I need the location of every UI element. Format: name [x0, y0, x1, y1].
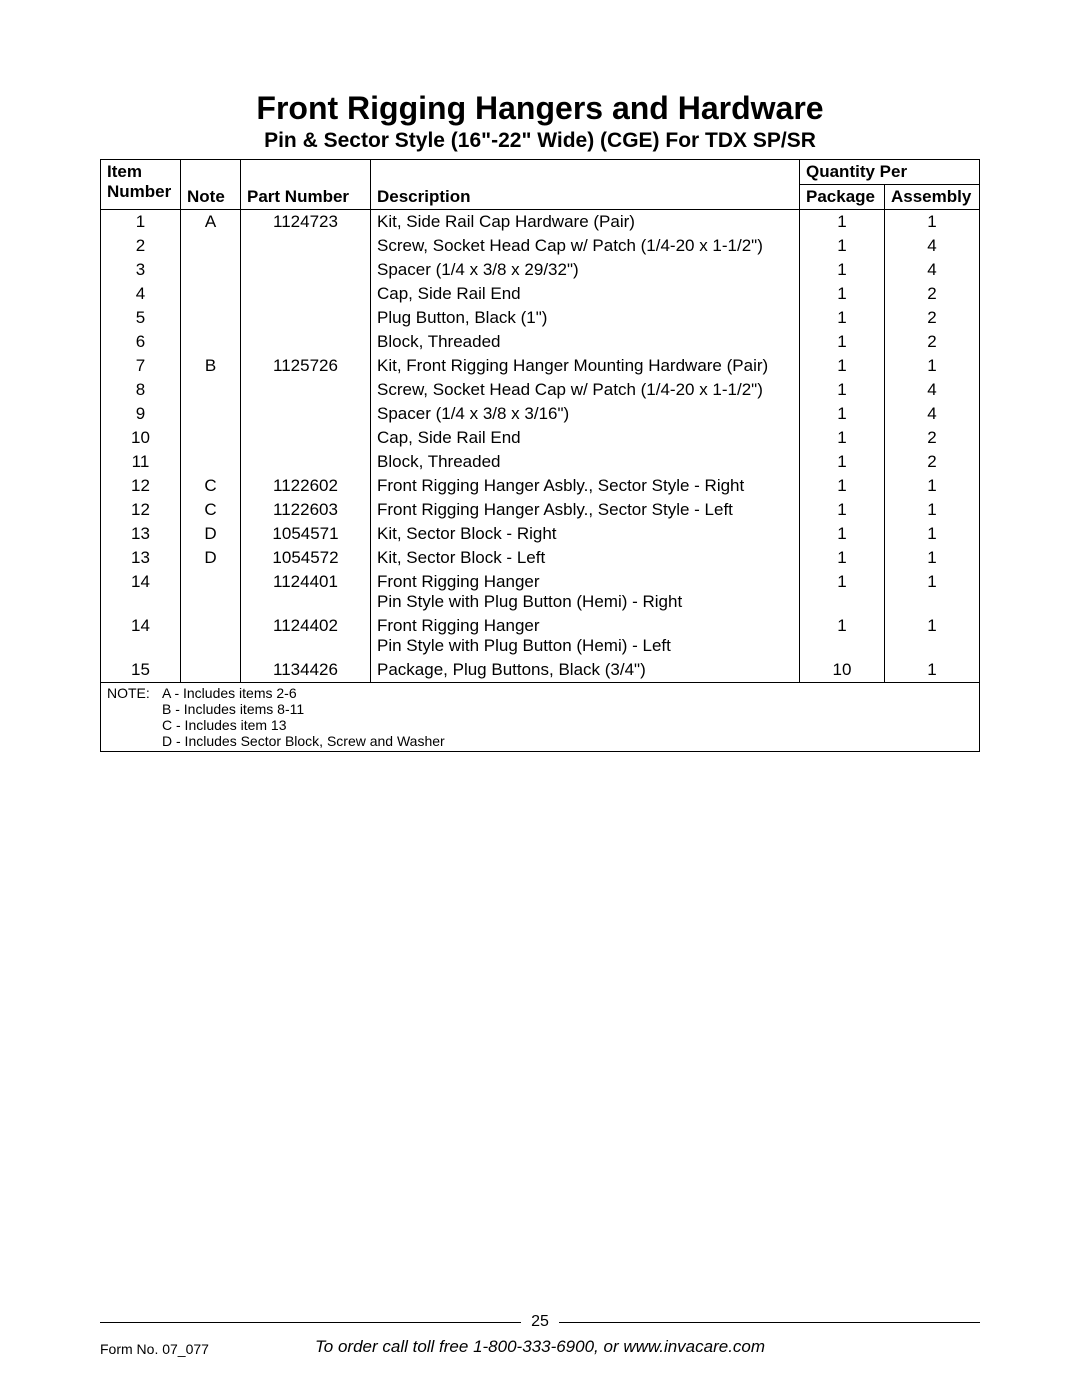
notes-line-2: C - Includes item 13 [162, 717, 287, 733]
parts-table: ItemNumber Note Part Number Description … [100, 159, 980, 752]
col-assembly: Assembly [885, 185, 980, 210]
footer-rule-left [100, 1322, 521, 1323]
table-row: 13D1054572Kit, Sector Block - Left11 [101, 546, 980, 570]
table-row: 13D1054571Kit, Sector Block - Right11 [101, 522, 980, 546]
footer-rule-right [559, 1322, 980, 1323]
col-item-number: ItemNumber [101, 160, 181, 210]
col-note: Note [181, 160, 241, 210]
notes-label: NOTE: [107, 685, 162, 701]
notes-line-0: A - Includes items 2-6 [162, 685, 297, 701]
col-quantity-per: Quantity Per [800, 160, 980, 185]
col-description: Description [371, 160, 800, 210]
page-title: Front Rigging Hangers and Hardware [100, 90, 980, 127]
col-part-number: Part Number [241, 160, 371, 210]
table-row: 151134426Package, Plug Buttons, Black (3… [101, 658, 980, 683]
table-row: 12C1122602Front Rigging Hanger Asbly., S… [101, 474, 980, 498]
page-number: 25 [531, 1313, 549, 1331]
col-package: Package [800, 185, 885, 210]
table-row: 141124401Front Rigging HangerPin Style w… [101, 570, 980, 614]
page-footer: 25 Form No. 07_077 To order call toll fr… [0, 1313, 1080, 1357]
table-row: 3Spacer (1/4 x 3/8 x 29/32")14 [101, 258, 980, 282]
table-row: 8Screw, Socket Head Cap w/ Patch (1/4-20… [101, 378, 980, 402]
table-row: 7B1125726Kit, Front Rigging Hanger Mount… [101, 354, 980, 378]
table-row: 1A1124723Kit, Side Rail Cap Hardware (Pa… [101, 210, 980, 235]
notes-line-1: B - Includes items 8-11 [162, 701, 304, 717]
table-row: 6Block, Threaded12 [101, 330, 980, 354]
table-row: 9Spacer (1/4 x 3/8 x 3/16")14 [101, 402, 980, 426]
table-row: 4Cap, Side Rail End12 [101, 282, 980, 306]
table-row: 11Block, Threaded12 [101, 450, 980, 474]
notes-row: NOTE:A - Includes items 2-6 B - Includes… [101, 683, 980, 752]
table-row: 2Screw, Socket Head Cap w/ Patch (1/4-20… [101, 234, 980, 258]
table-row: 12C1122603Front Rigging Hanger Asbly., S… [101, 498, 980, 522]
form-number: Form No. 07_077 [100, 1341, 209, 1357]
table-row: 5Plug Button, Black (1")12 [101, 306, 980, 330]
table-row: 10Cap, Side Rail End12 [101, 426, 980, 450]
notes-line-3: D - Includes Sector Block, Screw and Was… [162, 733, 445, 749]
table-row: 141124402Front Rigging HangerPin Style w… [101, 614, 980, 658]
table-body: 1A1124723Kit, Side Rail Cap Hardware (Pa… [101, 210, 980, 683]
page-subtitle: Pin & Sector Style (16"-22" Wide) (CGE) … [100, 129, 980, 153]
